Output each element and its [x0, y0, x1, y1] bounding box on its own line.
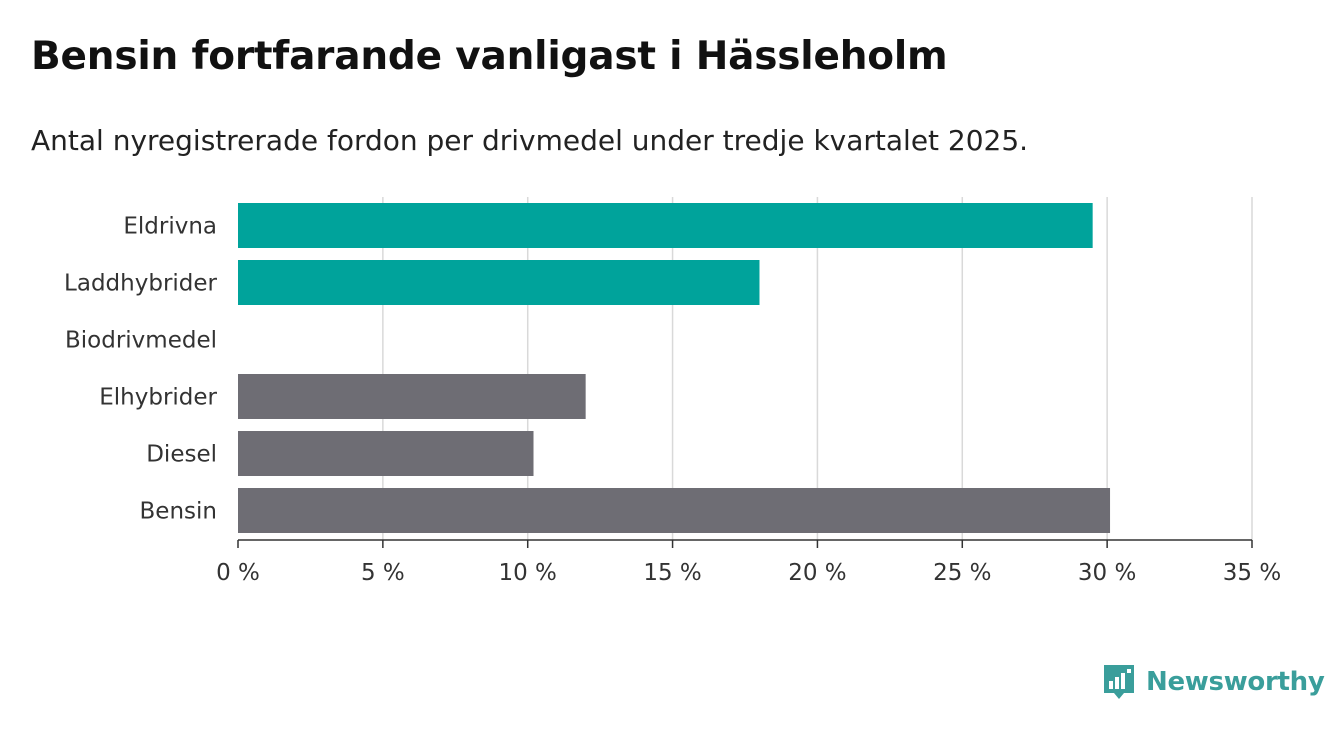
- x-tick-label: 20 %: [788, 560, 846, 586]
- x-tick-label: 0 %: [216, 560, 260, 586]
- category-label: Laddhybrider: [64, 271, 217, 297]
- category-label: Elhybrider: [99, 385, 217, 411]
- x-tick-label: 25 %: [933, 560, 991, 586]
- bar-diesel: [238, 431, 534, 476]
- x-tick-label: 10 %: [498, 560, 556, 586]
- bar-bensin: [238, 488, 1111, 533]
- x-tick-label: 15 %: [643, 560, 701, 586]
- x-tick-label: 30 %: [1078, 560, 1136, 586]
- category-label: Bensin: [140, 499, 217, 525]
- x-tick-label: 5 %: [361, 560, 405, 586]
- newsworthy-chart-icon: [1104, 665, 1134, 699]
- chart-subtitle: Antal nyregistrerade fordon per drivmede…: [31, 124, 1029, 157]
- brand-name: Newsworthy: [1146, 667, 1325, 697]
- category-label: Eldrivna: [123, 214, 217, 240]
- bar-elhybrider: [238, 374, 586, 419]
- bar-eldrivna: [238, 203, 1093, 248]
- x-tick-label: 35 %: [1223, 560, 1281, 586]
- newsworthy-logo: Newsworthy: [1102, 662, 1325, 702]
- chart-title: Bensin fortfarande vanligast i Hässlehol…: [31, 34, 948, 79]
- category-label: Diesel: [146, 442, 217, 468]
- category-label: Biodrivmedel: [65, 328, 217, 354]
- bar-laddhybrider: [238, 260, 760, 305]
